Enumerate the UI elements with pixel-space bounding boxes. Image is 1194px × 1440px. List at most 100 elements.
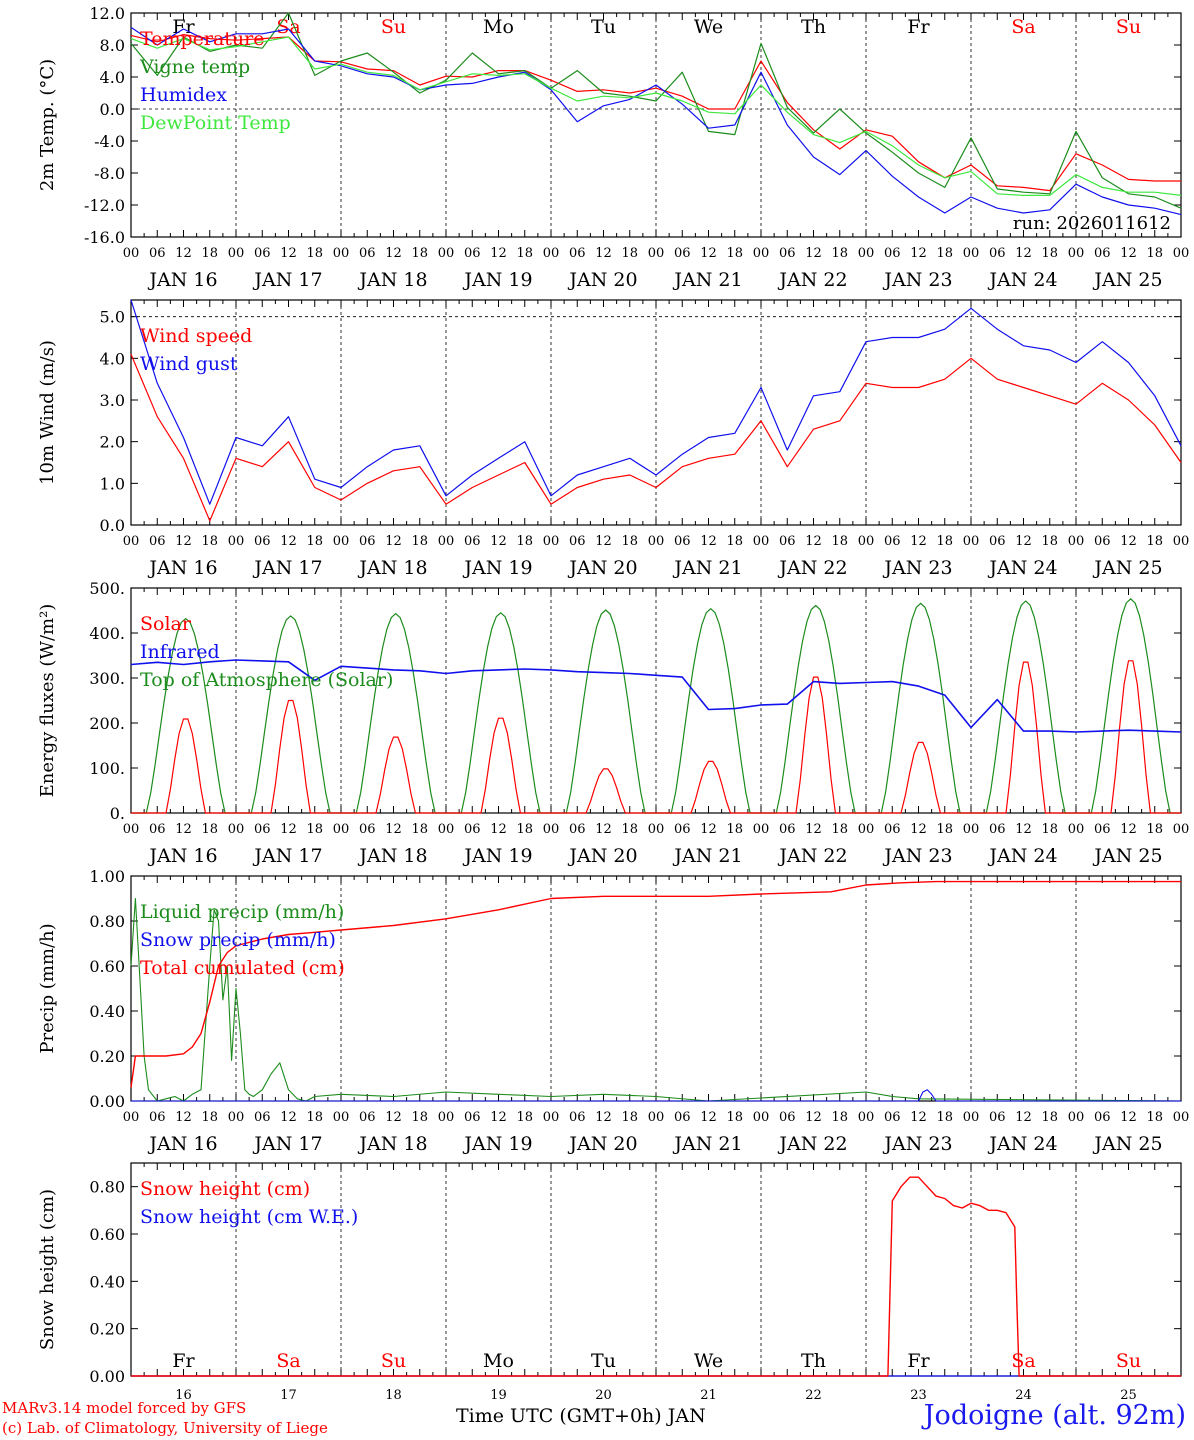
panel-3: 500. 400. 300. 200. 100. 0. Energy fluxes (W/m… [37,579,1189,867]
hour-tick-label: 00 [438,246,455,261]
hour-tick-label: 06 [884,822,901,837]
hour-tick-label: 06 [254,534,271,549]
date-label: JAN 16 [147,1133,217,1155]
hour-tick-label: 00 [963,1110,980,1125]
hour-tick-label: 18 [1041,534,1058,549]
y-tick-label: 3.0 [100,391,125,410]
y-tick-label: 0.40 [89,1002,125,1021]
hour-tick-label: 12 [805,534,822,549]
series-infrared [130,659,1182,733]
hour-tick-label: 12 [595,822,612,837]
hour-tick-label: 18 [936,1110,953,1125]
hour-tick-label: 12 [1120,1110,1137,1125]
y-tick-label: 0.00 [89,1367,125,1386]
hour-tick-label: 00 [543,1110,560,1125]
hour-tick-label: 12 [385,1110,402,1125]
weekday-label: Tu [591,1350,616,1372]
hour-tick-label: 12 [595,534,612,549]
panel-2: 5.0 4.0 3.0 2.0 1.0 0.0 10m Wind (m/s) 00 06 12 18… [37,299,1189,579]
hour-tick-label: 06 [779,246,796,261]
hour-tick-label: 18 [201,822,218,837]
hour-tick-label: 00 [1068,534,1085,549]
hour-tick-label: 06 [149,822,166,837]
legend-infrared: Infrared [140,641,220,663]
hour-tick-label: 12 [700,822,717,837]
date-label: JAN 17 [252,557,322,579]
hour-tick-label: 18 [1041,246,1058,261]
plot-frame [130,299,1182,526]
hour-tick-label: 06 [674,534,691,549]
date-label: JAN 18 [357,845,427,867]
hour-tick-label: 06 [359,246,376,261]
y-tick-label: 0.40 [89,1272,125,1291]
date-label: JAN 24 [987,1133,1057,1155]
hour-tick-label: 18 [1146,1110,1163,1125]
hour-tick-label: 00 [228,1110,245,1125]
date-label: JAN 18 [357,557,427,579]
hour-tick-label: 12 [910,534,927,549]
weekday-label: Tu [591,16,616,38]
hour-tick-label: 18 [1146,246,1163,261]
hour-tick-label: 00 [333,534,350,549]
hour-tick-label: 18 [726,1110,743,1125]
hour-tick-label: 00 [543,534,560,549]
hour-tick-label: 00 [648,246,665,261]
date-label: JAN 17 [252,1133,322,1155]
y-axis-label: 10m Wind (m/s) [37,340,58,485]
hour-tick-label: 12 [280,534,297,549]
weekday-label: Mo [483,16,514,38]
hour-tick-label: 18 [831,534,848,549]
hour-tick-label: 06 [569,822,586,837]
hour-tick-label: 12 [700,534,717,549]
hour-tick-label: 06 [464,1110,481,1125]
hour-tick-label: 12 [595,1110,612,1125]
y-tick-label: 0.60 [89,1225,125,1244]
date-label: JAN 18 [357,1133,427,1155]
day-number-label: 20 [595,1388,612,1403]
y-tick-label: 200. [89,714,125,733]
series-dewpoint-temp [130,36,1182,196]
date-label: JAN 20 [567,1133,637,1155]
hour-tick-label: 18 [201,1110,218,1125]
hour-tick-label: 12 [700,246,717,261]
hour-tick-label: 06 [569,534,586,549]
hour-tick-label: 00 [753,822,770,837]
date-label: JAN 21 [672,557,742,579]
hour-tick-label: 06 [1094,1110,1111,1125]
hour-tick-label: 18 [1146,822,1163,837]
weekday-label: We [694,16,723,38]
y-tick-label: 5.0 [100,308,125,327]
hour-tick-label: 06 [989,822,1006,837]
hour-tick-label: 12 [490,1110,507,1125]
weekday-label: Fr [907,1350,930,1372]
date-label: JAN 25 [1092,557,1162,579]
hour-tick-label: 18 [306,246,323,261]
legend-wind-gust: Wind gust [140,353,238,375]
hour-tick-label: 12 [805,1110,822,1125]
day-number-label: 18 [385,1388,402,1403]
date-label: JAN 21 [672,845,742,867]
date-label: JAN 19 [462,845,532,867]
series-temperature [130,33,1181,192]
date-label: JAN 24 [987,269,1057,291]
hour-tick-label: 00 [858,822,875,837]
hour-tick-label: 18 [1041,822,1058,837]
hour-tick-label: 06 [884,246,901,261]
hour-tick-label: 00 [963,534,980,549]
hour-tick-label: 00 [858,1110,875,1125]
hour-tick-label: 18 [516,822,533,837]
hour-tick-label: 18 [411,246,428,261]
hour-tick-label: 00 [753,1110,770,1125]
panel-4: 1.00 0.80 0.60 0.40 0.20 0.00 Precip (mm/h) 00 0… [37,867,1189,1155]
hour-tick-label: 18 [831,822,848,837]
hour-tick-label: 18 [831,1110,848,1125]
legend-snow-height-cm: Snow height (cm) [140,1178,310,1200]
hour-tick-label: 00 [228,534,245,549]
y-tick-label: 300. [89,669,125,688]
hour-tick-label: 00 [648,1110,665,1125]
hour-tick-label: 18 [621,1110,638,1125]
y-axis-label: Energy fluxes (W/m²) [37,604,58,798]
hour-tick-label: 12 [1120,822,1137,837]
hour-tick-label: 12 [175,534,192,549]
date-label: JAN 20 [567,557,637,579]
